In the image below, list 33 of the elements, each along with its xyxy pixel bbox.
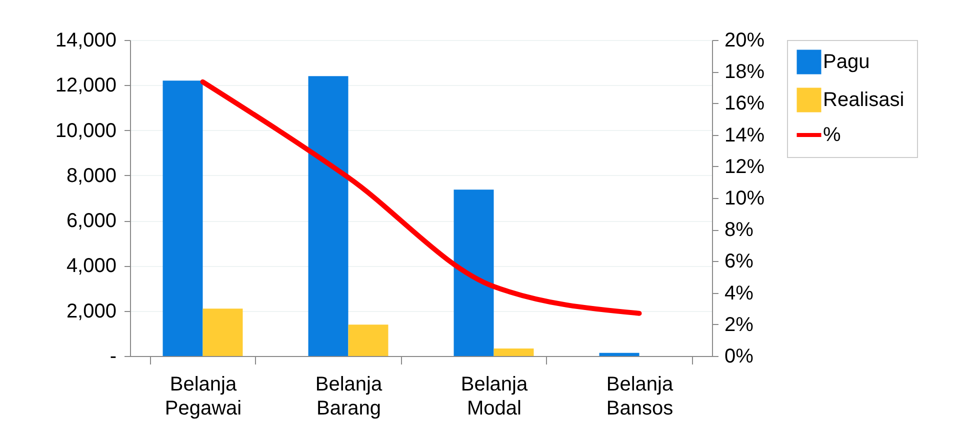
bar: [348, 324, 388, 356]
y2-tick-label: 12%: [724, 156, 765, 178]
y2-tick-label: 10%: [724, 188, 765, 210]
y2-tick-label: 0%: [724, 346, 754, 368]
y2-tick-label: 16%: [724, 92, 765, 115]
y2-tick-label: 4%: [724, 282, 754, 304]
y-tick-label: 6,000: [66, 210, 116, 232]
y2-tick-label: 18%: [724, 61, 765, 84]
y-tick-label: 4,000: [66, 255, 116, 278]
legend-label: %: [823, 124, 841, 146]
y2-tick-label: 20%: [724, 30, 765, 52]
y-tick-label: 10,000: [55, 120, 116, 142]
y-tick-label: 8,000: [66, 164, 116, 187]
y2-tick-label: 6%: [724, 250, 754, 273]
bar: [162, 80, 203, 356]
y-tick-label: 2,000: [66, 300, 116, 322]
bar: [202, 308, 243, 356]
bar: [454, 190, 494, 356]
y2-tick-label: 8%: [724, 219, 754, 242]
y2-tick-label: 14%: [724, 124, 765, 146]
legend-label: Pagu: [823, 51, 870, 73]
x-tick-label: Belanja Pegawai: [164, 374, 242, 420]
x-tick-label: Belanja Modal: [460, 374, 528, 420]
y-tick-label: 12,000: [55, 74, 116, 97]
bar: [599, 352, 640, 356]
y2-tick-label: 2%: [724, 314, 754, 336]
x-tick-label: Belanja Bansos: [606, 374, 674, 420]
bar: [494, 348, 534, 356]
y-tick-label: -: [110, 346, 116, 368]
legend-label: Realisasi: [823, 89, 904, 111]
x-tick-label: Belanja Barang: [315, 374, 383, 420]
y-tick-label: 14,000: [55, 30, 116, 52]
bar: [308, 76, 348, 356]
